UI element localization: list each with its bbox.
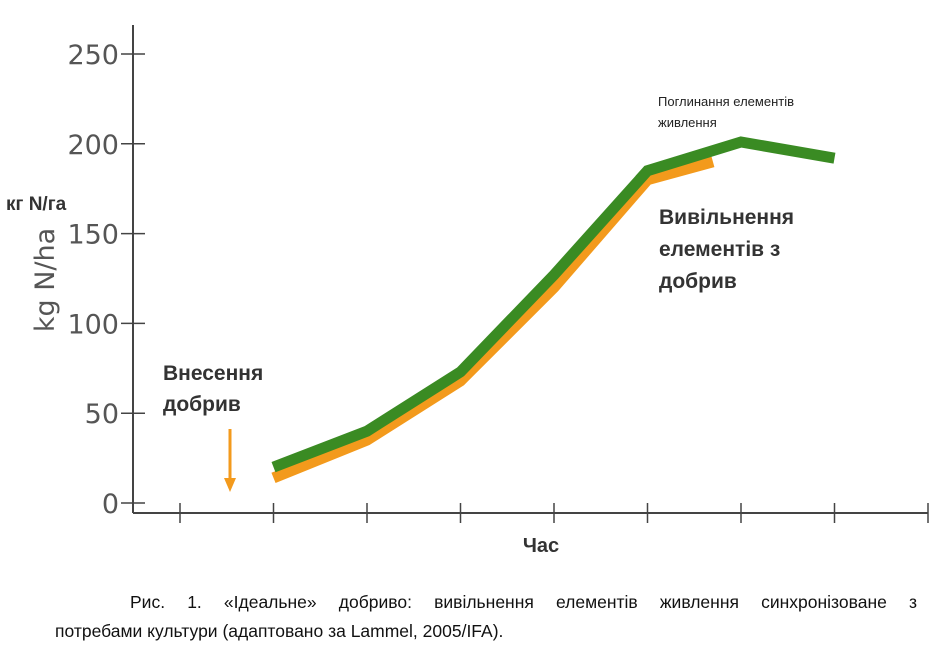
series-layer [271,136,836,483]
y-tick-label: 150 [67,220,119,251]
axes [132,25,928,514]
application-arrow-head [224,478,236,492]
figure-caption: Рис. 1. «Ідеальне» добриво: вивільнення … [55,588,917,646]
release-annotation-line-1: Вивільнення [659,206,794,229]
application-annotation: Внесення добрив [163,362,263,492]
caption-line-1: Рис. 1. «Ідеальне» добриво: вивільнення … [130,592,917,612]
application-annotation-line-1: Внесення [163,362,263,385]
y-tick-label: 0 [102,489,119,520]
y-ticks: 0 50 100 150 200 250 [67,40,145,520]
caption-line-2: потребами культури (адаптовано за Lammel… [55,621,504,641]
x-ticks [179,503,929,523]
uptake-annotation: Поглинання елементів живлення [658,94,794,130]
release-annotation-line-2: елементів з [659,238,780,261]
y-tick-label: 50 [85,399,119,430]
y-axis-label: kg N/ha [30,228,61,332]
y-tick-label: 100 [67,309,119,340]
uptake-annotation-line-1: Поглинання елементів [658,94,794,109]
y-axis-label-ua: кг N/га [6,194,67,215]
uptake-series-line [271,136,836,473]
application-annotation-line-2: добрив [163,393,241,416]
x-axis-label: Час [523,535,559,557]
y-tick-label: 250 [67,40,119,71]
release-series-line [271,156,715,483]
release-annotation: Вивільнення елементів з добрив [659,206,794,293]
release-annotation-line-3: добрив [659,270,737,293]
y-tick-label: 200 [67,130,119,161]
uptake-annotation-line-2: живлення [658,115,717,130]
